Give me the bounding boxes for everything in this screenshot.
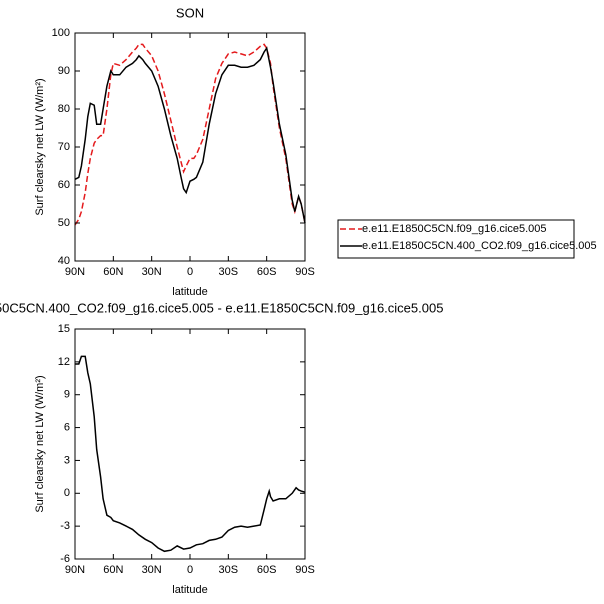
x-tick-label: 30S <box>219 564 239 576</box>
y-tick-label: 15 <box>58 323 70 335</box>
y-tick-label: 9 <box>64 389 70 401</box>
y-tick-label: 100 <box>52 27 70 39</box>
y-tick-label: 60 <box>58 179 70 191</box>
x-tick-label: 0 <box>187 564 193 576</box>
y-tick-label: 90 <box>58 65 70 77</box>
x-tick-label: 90N <box>65 564 85 576</box>
y-axis-label: Surf clearsky net LW (W/m²) <box>34 78 46 215</box>
x-tick-label: 90S <box>295 266 315 278</box>
legend-label: e.e11.E1850C5CN.f09_g16.cice5.005 <box>362 223 547 235</box>
y-tick-label: 70 <box>58 141 70 153</box>
x-axis-label: latitude <box>172 584 207 596</box>
chart-title: SON <box>176 5 204 20</box>
x-tick-label: 30S <box>219 266 239 278</box>
chart-title: e.e11.E1850C5CN.400_CO2.f09_g16.cice5.00… <box>0 300 443 315</box>
legend-label: e.e11.E1850C5CN.400_CO2.f09_g16.cice5.00… <box>362 240 597 252</box>
y-tick-label: 0 <box>64 487 70 499</box>
x-axis-label: latitude <box>172 286 207 298</box>
data-line <box>74 46 306 224</box>
y-tick-label: 12 <box>58 356 70 368</box>
y-tick-label: 80 <box>58 103 70 115</box>
y-axis-label: Surf clearsky net LW (W/m²) <box>34 375 46 512</box>
x-tick-label: 90S <box>295 564 315 576</box>
y-tick-label: 3 <box>64 454 70 466</box>
x-tick-label: 30N <box>142 266 162 278</box>
x-tick-label: 60S <box>257 564 277 576</box>
y-tick-label: 50 <box>58 217 70 229</box>
x-tick-label: 60N <box>103 266 123 278</box>
data-line <box>75 355 306 553</box>
x-tick-label: 90N <box>65 266 85 278</box>
plot-frame <box>74 32 306 262</box>
y-tick-label: -6 <box>60 553 70 565</box>
x-tick-label: 60N <box>103 564 123 576</box>
y-tick-label: -3 <box>60 520 70 532</box>
y-tick-label: 6 <box>64 421 70 433</box>
x-tick-label: 30N <box>142 564 162 576</box>
y-tick-label: 40 <box>58 255 70 267</box>
x-tick-label: 0 <box>187 266 193 278</box>
x-tick-label: 60S <box>257 266 277 278</box>
legend-box <box>337 219 575 259</box>
plot-frame <box>74 328 306 560</box>
